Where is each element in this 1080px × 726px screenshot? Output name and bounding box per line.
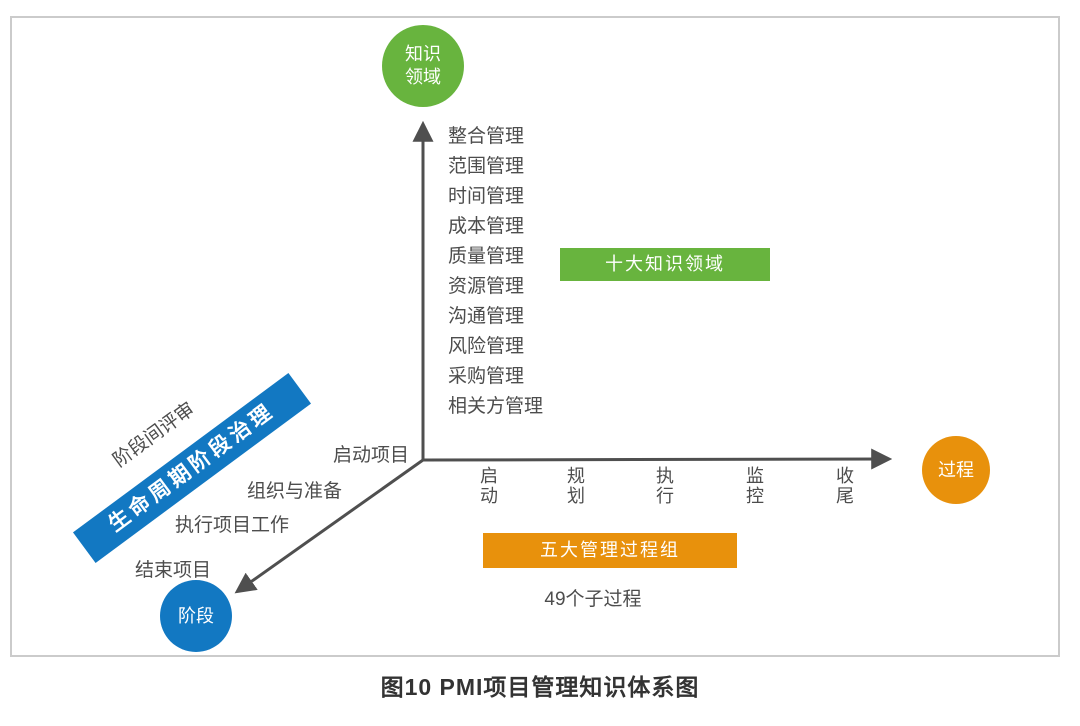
figure-border bbox=[10, 16, 1060, 657]
ten-knowledge-areas-badge: 十大知识领域 bbox=[560, 248, 770, 281]
figure-caption: 图10 PMI项目管理知识体系图 bbox=[380, 674, 700, 700]
phase-node: 阶段 bbox=[160, 580, 232, 652]
knowledge-area-item: 成本管理 bbox=[448, 216, 525, 237]
process-axis-arrow bbox=[422, 448, 893, 470]
knowledge-area-item: 时间管理 bbox=[448, 186, 525, 207]
knowledge-area-item: 风险管理 bbox=[448, 336, 525, 357]
phase-item-label: 结束项目 bbox=[135, 560, 212, 581]
five-process-groups-badge: 五大管理过程组 bbox=[483, 533, 737, 568]
process-group-label: 执行 bbox=[656, 466, 674, 506]
subprocess-count-note: 49个子过程 bbox=[544, 589, 642, 610]
process-group-label: 监控 bbox=[746, 466, 764, 506]
knowledge-area-item: 质量管理 bbox=[448, 246, 525, 267]
knowledge-area-item: 资源管理 bbox=[448, 276, 525, 297]
process-node: 过程 bbox=[922, 436, 990, 504]
phase-axis-arrow bbox=[234, 458, 424, 594]
phase-item-label: 执行项目工作 bbox=[175, 515, 290, 536]
knowledge-area-item: 范围管理 bbox=[448, 156, 525, 177]
knowledge-area-item: 沟通管理 bbox=[448, 306, 525, 327]
knowledge-area-item: 相关方管理 bbox=[448, 396, 544, 417]
process-group-label: 启动 bbox=[480, 466, 498, 506]
knowledge-areas-node: 知识 领域 bbox=[382, 25, 464, 107]
knowledge-area-item: 采购管理 bbox=[448, 366, 525, 387]
process-group-label: 收尾 bbox=[836, 466, 854, 506]
process-group-label: 规划 bbox=[567, 466, 585, 506]
knowledge-area-item: 整合管理 bbox=[448, 126, 525, 147]
knowledge-area-list: 整合管理 范围管理 时间管理 成本管理 质量管理 资源管理 沟通管理 风险管理 … bbox=[448, 122, 543, 422]
phase-item-label: 启动项目 bbox=[333, 445, 410, 466]
phase-item-label: 组织与准备 bbox=[247, 481, 343, 502]
